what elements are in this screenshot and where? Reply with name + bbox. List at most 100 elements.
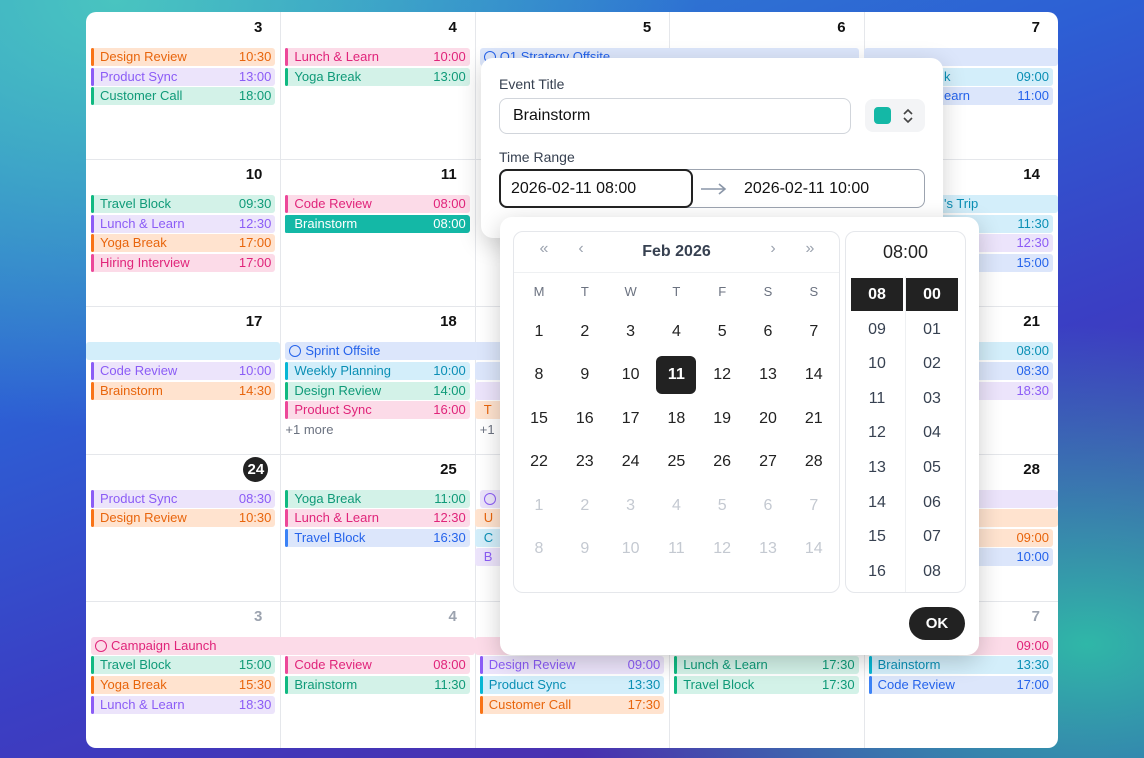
event-chip[interactable]: Travel Block 15:00 bbox=[91, 656, 276, 675]
day-cell[interactable]: 21 bbox=[864, 306, 1058, 453]
time-option[interactable]: 08 bbox=[906, 555, 958, 588]
event-chip[interactable]: Lunch & Learn 18:30 bbox=[91, 695, 276, 714]
day-cell[interactable]: 3 bbox=[86, 601, 280, 748]
date-cell[interactable]: 24 bbox=[611, 443, 651, 481]
day-cell[interactable]: 11 bbox=[280, 159, 474, 306]
date-cell[interactable]: 12 bbox=[702, 356, 742, 394]
event-chip[interactable]: Code Review 08:00 bbox=[285, 656, 470, 675]
day-cell[interactable]: 4 bbox=[280, 12, 474, 159]
date-cell[interactable]: 15 bbox=[519, 400, 559, 438]
date-cell[interactable]: 19 bbox=[702, 400, 742, 438]
event-chip[interactable]: Code Review 17:00 bbox=[868, 676, 1053, 694]
date-cell[interactable]: 9 bbox=[565, 356, 605, 394]
date-cell[interactable]: 25 bbox=[656, 443, 696, 481]
day-cell[interactable]: 14 bbox=[864, 159, 1058, 306]
time-option[interactable]: 16 bbox=[851, 555, 903, 588]
date-cell[interactable]: 3 bbox=[611, 313, 651, 351]
nav-button[interactable]: ‹ bbox=[578, 240, 584, 257]
date-label[interactable]: 4 bbox=[671, 496, 681, 514]
date-label[interactable]: 9 bbox=[580, 540, 590, 557]
nav-button[interactable]: « bbox=[539, 240, 549, 257]
time-option[interactable]: 02 bbox=[906, 347, 958, 380]
nav-button[interactable]: » bbox=[805, 240, 815, 257]
time-option[interactable]: 09 bbox=[851, 313, 903, 346]
time-option[interactable]: 01 bbox=[906, 313, 958, 346]
date-cell[interactable]: 17 bbox=[611, 400, 651, 438]
time-option[interactable]: 12 bbox=[851, 416, 903, 449]
time-option[interactable]: 11 bbox=[851, 382, 903, 415]
end-value[interactable]: 2026-02-11 10:00 bbox=[744, 180, 870, 197]
day-cell[interactable]: 7 bbox=[864, 601, 1058, 748]
event-chip[interactable]: Brainstorm 08:00 bbox=[285, 214, 470, 233]
day-cell[interactable]: 28 bbox=[864, 454, 1058, 601]
event-chip[interactable]: Lunch & Learn 17:30 bbox=[674, 656, 859, 675]
time-option[interactable]: 03 bbox=[906, 382, 958, 415]
time-option[interactable]: 06 bbox=[906, 486, 958, 519]
date-label[interactable]: 11 bbox=[668, 540, 685, 557]
date-cell[interactable]: 7 bbox=[794, 313, 834, 351]
event-chip[interactable]: Design Review 09:00 bbox=[479, 656, 665, 675]
more-link[interactable]: +1 more bbox=[285, 421, 334, 437]
date-cell[interactable]: 4 bbox=[656, 313, 696, 351]
time-option[interactable]: 10 bbox=[851, 347, 903, 380]
time-option[interactable]: 14 bbox=[851, 486, 903, 519]
event-chip[interactable]: Yoga Break 11:00 bbox=[285, 489, 470, 508]
date-cell[interactable]: 11 bbox=[656, 356, 697, 395]
event-chip[interactable]: Product Sync 16:00 bbox=[285, 401, 470, 420]
time-option[interactable]: 05 bbox=[906, 451, 958, 484]
event-chip[interactable]: Weekly Planning 10:00 bbox=[285, 362, 470, 380]
day-cell[interactable]: 25 bbox=[280, 454, 474, 601]
day-cell[interactable]: 24 bbox=[86, 454, 280, 601]
event-chip[interactable]: Brainstorm 14:30 bbox=[91, 381, 276, 400]
event-chip[interactable]: Lunch & Learn 12:30 bbox=[285, 509, 470, 528]
event-chip[interactable]: Yoga Break 17:00 bbox=[91, 234, 276, 253]
date-cell[interactable]: 8 bbox=[519, 356, 559, 394]
event-chip[interactable]: Brainstorm 13:30 bbox=[868, 656, 1053, 675]
time-option[interactable]: 00 bbox=[906, 278, 958, 311]
date-cell[interactable]: 16 bbox=[565, 400, 605, 438]
date-cell[interactable]: 10 bbox=[611, 356, 651, 394]
event-chip[interactable]: Product Sync 13:00 bbox=[91, 67, 276, 86]
event-chip[interactable]: Brainstorm 11:30 bbox=[285, 676, 470, 694]
title-input[interactable]: Brainstorm bbox=[499, 98, 851, 134]
event-chip[interactable]: Customer Call 18:00 bbox=[91, 87, 276, 106]
more-link[interactable]: +1 bbox=[479, 421, 495, 437]
time-option[interactable]: 08 bbox=[851, 278, 903, 311]
date-cell[interactable]: 27 bbox=[748, 443, 788, 481]
event-chip[interactable]: Design Review 10:30 bbox=[91, 48, 276, 66]
day-cell[interactable]: 18 bbox=[280, 306, 474, 453]
date-cell[interactable]: 26 bbox=[702, 443, 742, 481]
ok-button[interactable]: OK bbox=[909, 607, 965, 640]
date-label[interactable]: 12 bbox=[713, 540, 732, 557]
date-label[interactable]: 3 bbox=[626, 496, 636, 514]
day-cell[interactable]: 10 bbox=[86, 159, 280, 306]
date-label[interactable]: 10 bbox=[621, 540, 640, 557]
event-chip[interactable]: Hiring Interview 17:00 bbox=[91, 254, 276, 272]
time-option[interactable]: 15 bbox=[851, 520, 903, 553]
event-chip[interactable]: Design Review 14:00 bbox=[285, 381, 470, 400]
date-cell[interactable]: 21 bbox=[794, 400, 834, 438]
event-chip[interactable] bbox=[280, 636, 475, 655]
day-cell[interactable]: 7 bbox=[864, 12, 1058, 159]
day-cell[interactable]: 6 bbox=[669, 12, 863, 159]
nav-button[interactable]: › bbox=[770, 240, 776, 257]
date-label[interactable]: 6 bbox=[763, 496, 773, 514]
event-chip[interactable] bbox=[86, 342, 281, 361]
date-cell[interactable]: 28 bbox=[794, 443, 834, 481]
date-cell[interactable]: 5 bbox=[702, 313, 742, 351]
event-chip[interactable]: Yoga Break 13:00 bbox=[285, 67, 470, 86]
day-cell[interactable]: 3 bbox=[86, 12, 280, 159]
time-option[interactable]: 04 bbox=[906, 416, 958, 449]
date-cell[interactable]: 23 bbox=[565, 443, 605, 481]
event-chip[interactable]: Travel Block 17:30 bbox=[674, 676, 859, 694]
date-label[interactable]: 7 bbox=[809, 496, 819, 514]
day-cell[interactable]: 17 bbox=[86, 306, 280, 453]
date-cell[interactable]: 13 bbox=[748, 356, 788, 394]
day-cell[interactable]: 5 bbox=[475, 12, 669, 159]
event-chip[interactable]: Travel Block 16:30 bbox=[285, 528, 470, 547]
event-chip[interactable]: Code Review 10:00 bbox=[91, 362, 276, 380]
date-cell[interactable]: 18 bbox=[656, 400, 696, 438]
color-picker[interactable] bbox=[865, 99, 925, 132]
event-chip[interactable]: Customer Call 17:30 bbox=[479, 695, 665, 714]
event-chip[interactable]: Code Review 08:00 bbox=[285, 195, 470, 214]
